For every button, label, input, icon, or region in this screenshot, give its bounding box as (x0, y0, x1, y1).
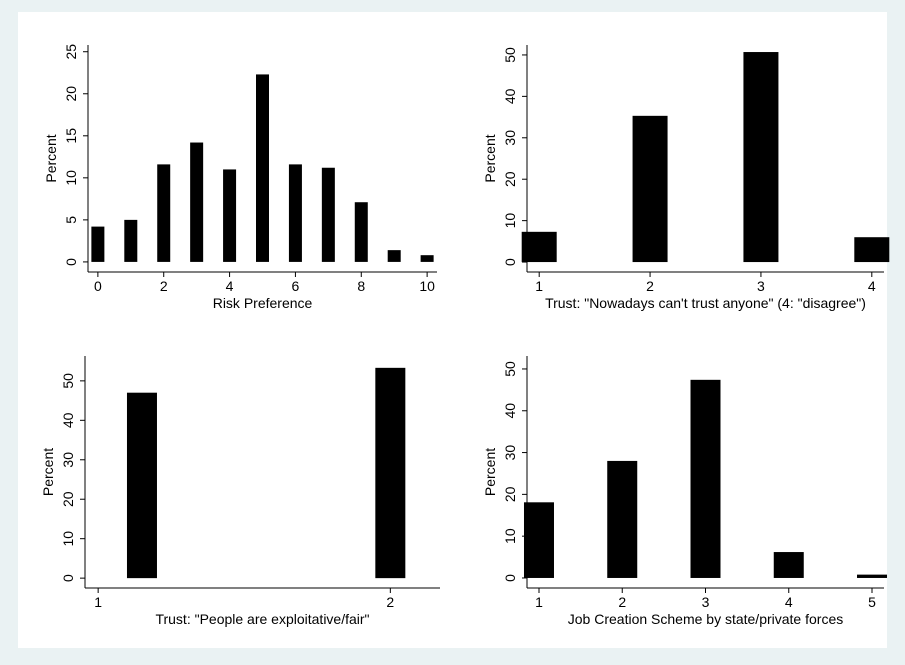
bar (857, 574, 888, 578)
bar (321, 167, 335, 262)
bar (632, 115, 668, 263)
y-tick-label: 20 (63, 86, 79, 102)
x-tick-label: 2 (386, 594, 394, 610)
x-tick-label: 3 (702, 594, 710, 610)
y-tick-label: 50 (502, 361, 518, 377)
bar (126, 392, 157, 579)
bar (521, 231, 557, 263)
y-tick-label: 20 (60, 491, 76, 507)
y-tick-label: 20 (502, 171, 518, 187)
y-tick-label: 5 (63, 216, 79, 224)
x-axis-title: Risk Preference (213, 295, 313, 311)
bar (223, 169, 237, 262)
x-axis-title: Trust: "People are exploitative/fair" (155, 611, 369, 627)
y-tick-label: 15 (63, 128, 79, 144)
y-axis-title: Percent (482, 134, 498, 182)
y-tick-label: 40 (502, 88, 518, 104)
x-tick-label: 4 (868, 278, 876, 294)
y-tick-label: 30 (502, 130, 518, 146)
x-tick-label: 5 (868, 594, 876, 610)
y-tick-label: 0 (63, 258, 79, 266)
bar (854, 237, 890, 263)
plot-region (18, 12, 887, 648)
x-tick-label: 1 (94, 594, 102, 610)
y-tick-label: 10 (502, 528, 518, 544)
y-tick-label: 25 (63, 44, 79, 60)
x-tick-label: 2 (618, 594, 626, 610)
x-tick-label: 4 (785, 594, 793, 610)
bar (256, 74, 269, 262)
bar (523, 502, 554, 578)
x-axis-title: Trust: "Nowadays can't trust anyone" (4:… (545, 295, 866, 311)
x-tick-label: 8 (357, 278, 365, 294)
y-tick-label: 0 (60, 574, 76, 582)
x-tick-label: 10 (419, 278, 435, 294)
x-tick-label: 6 (292, 278, 300, 294)
x-tick-label: 0 (94, 278, 102, 294)
y-axis-title: Percent (482, 448, 498, 496)
bar (690, 379, 721, 578)
bar (743, 52, 779, 263)
y-tick-label: 10 (502, 213, 518, 229)
x-tick-label: 1 (535, 278, 543, 294)
bar (190, 142, 204, 262)
y-tick-label: 30 (502, 445, 518, 461)
bar (157, 164, 171, 262)
x-tick-label: 3 (757, 278, 765, 294)
y-tick-label: 30 (60, 452, 76, 468)
bar (91, 226, 105, 262)
y-tick-label: 40 (502, 403, 518, 419)
bar (288, 164, 302, 262)
y-axis-title: Percent (40, 448, 56, 496)
y-tick-label: 0 (502, 258, 518, 266)
bar (420, 255, 434, 262)
x-tick-label: 1 (535, 594, 543, 610)
x-axis-title: Job Creation Scheme by state/private for… (568, 611, 843, 627)
x-tick-label: 2 (646, 278, 654, 294)
y-tick-label: 40 (60, 412, 76, 428)
bar (773, 552, 804, 578)
bar (354, 202, 368, 262)
y-tick-label: 10 (60, 531, 76, 547)
bar (375, 367, 406, 579)
x-tick-label: 2 (160, 278, 168, 294)
y-axis-title: Percent (43, 134, 59, 182)
y-tick-label: 10 (63, 170, 79, 186)
bar (124, 219, 138, 262)
x-tick-label: 4 (226, 278, 234, 294)
y-tick-label: 50 (60, 373, 76, 389)
bar (387, 250, 401, 262)
y-tick-label: 0 (502, 574, 518, 582)
bar (607, 460, 638, 578)
y-tick-label: 50 (502, 47, 518, 63)
y-tick-label: 20 (502, 486, 518, 502)
